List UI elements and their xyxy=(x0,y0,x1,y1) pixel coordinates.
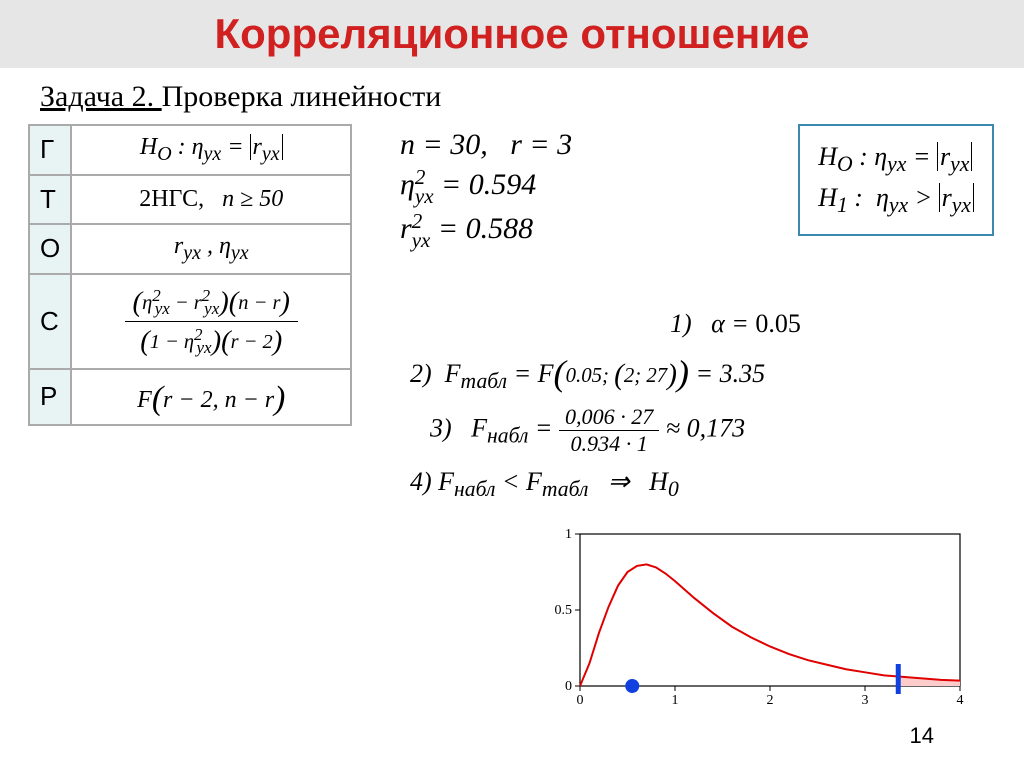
table-row-label: Т xyxy=(29,175,71,224)
middle-equations: n = 30, r = 3 η2yx = 0.594 r2yx = 0.588 xyxy=(400,124,572,254)
svg-text:3: 3 xyxy=(862,693,869,708)
schema-table: ГHO : ηyx = ryxТ2НГС, n ≥ 50Оryx , ηyxС(… xyxy=(28,124,352,426)
page-title: Корреляционное отношение xyxy=(215,10,810,57)
f-distribution-chart: 0 1 2 3 4 0 0.5 1 xyxy=(540,524,970,714)
table-row: С(η2yx − r2yx)(n − r)(1 − η2yx)(r − 2) xyxy=(29,274,351,369)
table-row: Т2НГС, n ≥ 50 xyxy=(29,175,351,224)
calc-steps: 1) α = 0.05 2) Fтабл = F(0.05; (2; 27)) … xyxy=(410,299,801,512)
h0-line: HO : ηyx = ryx xyxy=(818,142,974,177)
subtitle-task: Задача 2. xyxy=(40,80,162,113)
step-1: 1) α = 0.05 xyxy=(670,309,801,339)
eq-n-r: n = 30, r = 3 xyxy=(400,128,572,162)
table-row-formula: (η2yx − r2yx)(n − r)(1 − η2yx)(r − 2) xyxy=(71,274,351,369)
subtitle-rest: Проверка линейности xyxy=(162,80,442,113)
svg-text:0: 0 xyxy=(577,693,584,708)
h1-line: H1 : ηyx > ryx xyxy=(818,183,974,218)
eq-eta2: η2yx = 0.594 xyxy=(400,168,572,206)
hypotheses-box: HO : ηyx = ryx H1 : ηyx > ryx xyxy=(798,124,994,236)
table-row-formula: 2НГС, n ≥ 50 xyxy=(71,175,351,224)
table-row-label: Г xyxy=(29,125,71,175)
content-area: ГHO : ηyx = ryxТ2НГС, n ≥ 50Оryx , ηyxС(… xyxy=(0,124,1024,426)
subtitle: Задача 2. Проверка линейности xyxy=(40,80,1024,114)
table-row: Оryx , ηyx xyxy=(29,224,351,274)
page-number: 14 xyxy=(910,723,934,749)
eq-r2: r2yx = 0.588 xyxy=(400,212,572,250)
svg-text:0.5: 0.5 xyxy=(555,603,573,618)
table-row-label: С xyxy=(29,274,71,369)
table-row-formula: F(r − 2, n − r) xyxy=(71,369,351,425)
title-bar: Корреляционное отношение xyxy=(0,0,1024,68)
table-row-formula: HO : ηyx = ryx xyxy=(71,125,351,175)
svg-text:4: 4 xyxy=(957,693,964,708)
table-row-label: О xyxy=(29,224,71,274)
step-3: 3) Fнабл = 0,006 · 270.934 · 1 ≈ 0,173 xyxy=(430,404,801,457)
svg-text:1: 1 xyxy=(565,527,572,542)
table-row: РF(r − 2, n − r) xyxy=(29,369,351,425)
step-2: 2) Fтабл = F(0.05; (2; 27)) = 3.35 xyxy=(410,349,801,394)
step-4: 4) Fнабл < Fтабл ⇒ H0 xyxy=(410,467,801,502)
table-row-label: Р xyxy=(29,369,71,425)
svg-text:2: 2 xyxy=(767,693,774,708)
table-row: ГHO : ηyx = ryx xyxy=(29,125,351,175)
svg-text:0: 0 xyxy=(565,679,572,694)
svg-text:1: 1 xyxy=(672,693,679,708)
table-row-formula: ryx , ηyx xyxy=(71,224,351,274)
